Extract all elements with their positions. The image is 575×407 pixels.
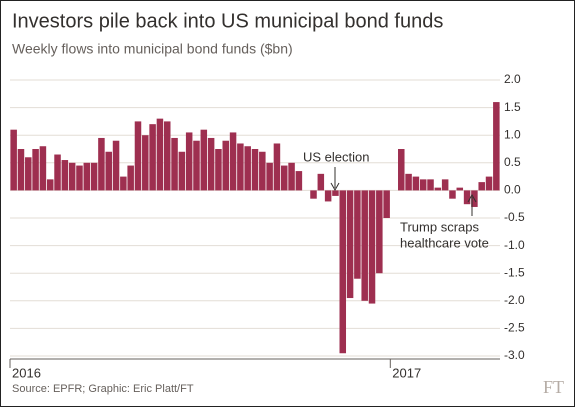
bar: [324, 190, 332, 202]
y-tick-label: 1.0: [504, 127, 521, 141]
bar: [295, 171, 303, 191]
bar: [163, 121, 171, 191]
bar: [229, 132, 237, 191]
bar: [427, 179, 434, 191]
bar: [485, 176, 493, 191]
bar: [46, 179, 54, 191]
x-tick-label: 2017: [392, 365, 421, 380]
bar: [456, 187, 464, 191]
bar: [288, 162, 295, 191]
bar: [39, 146, 47, 191]
arrow-head: [330, 182, 340, 192]
bar: [251, 149, 259, 191]
bar: [185, 132, 193, 191]
bar: [105, 151, 112, 191]
bar: [10, 129, 17, 191]
bar: [215, 149, 222, 191]
bar: [273, 143, 281, 191]
bar: [25, 157, 32, 191]
y-tick-label: -0.5: [504, 210, 525, 224]
bar: [376, 190, 383, 274]
bar: [149, 124, 156, 191]
source: Source: EPFR; Graphic: Eric Platt/FT: [12, 383, 194, 395]
bar: [54, 154, 61, 191]
bar: [463, 190, 471, 205]
bar: [17, 149, 25, 191]
bar: [339, 190, 347, 354]
bar: [200, 129, 208, 191]
arrow-head: [467, 193, 477, 203]
bar: [419, 179, 427, 191]
bar: [354, 190, 361, 279]
bar: [405, 173, 412, 191]
annotation: Trump scraps: [400, 219, 479, 234]
bar: [98, 137, 105, 191]
bar: [449, 190, 456, 199]
chart-title: Investors pile back into US municipal bo…: [12, 10, 443, 32]
y-tick-label: -2.5: [504, 321, 525, 335]
bar: [280, 165, 288, 191]
bar: [493, 102, 500, 191]
bar: [61, 160, 69, 191]
bar: [332, 190, 339, 196]
bar: [120, 176, 127, 191]
bar: [156, 118, 164, 191]
y-tick-label: -3.0: [504, 348, 525, 362]
y-tick-label: 1.5: [504, 100, 521, 114]
bar: [441, 179, 449, 191]
bar: [478, 182, 485, 191]
bar: [134, 121, 142, 191]
y-tick-label: 0.0: [504, 183, 521, 197]
bar: [127, 165, 134, 191]
y-tick-label: -2.0: [504, 293, 525, 307]
bar: [90, 162, 98, 191]
bar: [83, 162, 91, 191]
annotation: healthcare vote: [400, 235, 489, 250]
bar: [76, 165, 83, 191]
bar: [383, 190, 390, 218]
bar: [317, 173, 325, 191]
bar: [222, 140, 230, 191]
bar: [398, 149, 405, 191]
bar: [207, 137, 215, 191]
bar: [112, 140, 120, 191]
y-tick-label: 2.0: [504, 72, 521, 86]
bar: [244, 146, 251, 191]
x-tick-label: 2016: [12, 365, 41, 380]
bar: [310, 190, 317, 199]
bar: [266, 162, 273, 191]
bar: [142, 135, 149, 191]
bar: [32, 149, 39, 191]
bar: [361, 190, 368, 301]
chart-subtitle: Weekly flows into municipal bond funds (…: [12, 41, 293, 57]
bar: [259, 151, 266, 191]
logo: FT: [543, 377, 564, 397]
bar: [237, 143, 244, 191]
bar: [171, 137, 178, 191]
bar: [346, 190, 354, 299]
bar: [434, 187, 442, 191]
bar: [193, 140, 200, 191]
y-tick-label: -1.5: [504, 265, 525, 279]
bar: [368, 190, 376, 304]
annotation: US election: [303, 149, 369, 164]
bar: [178, 151, 186, 191]
bar: [68, 162, 76, 191]
bar: [412, 176, 420, 191]
y-tick-label: 0.5: [504, 155, 521, 169]
y-tick-label: -1.0: [504, 238, 525, 252]
